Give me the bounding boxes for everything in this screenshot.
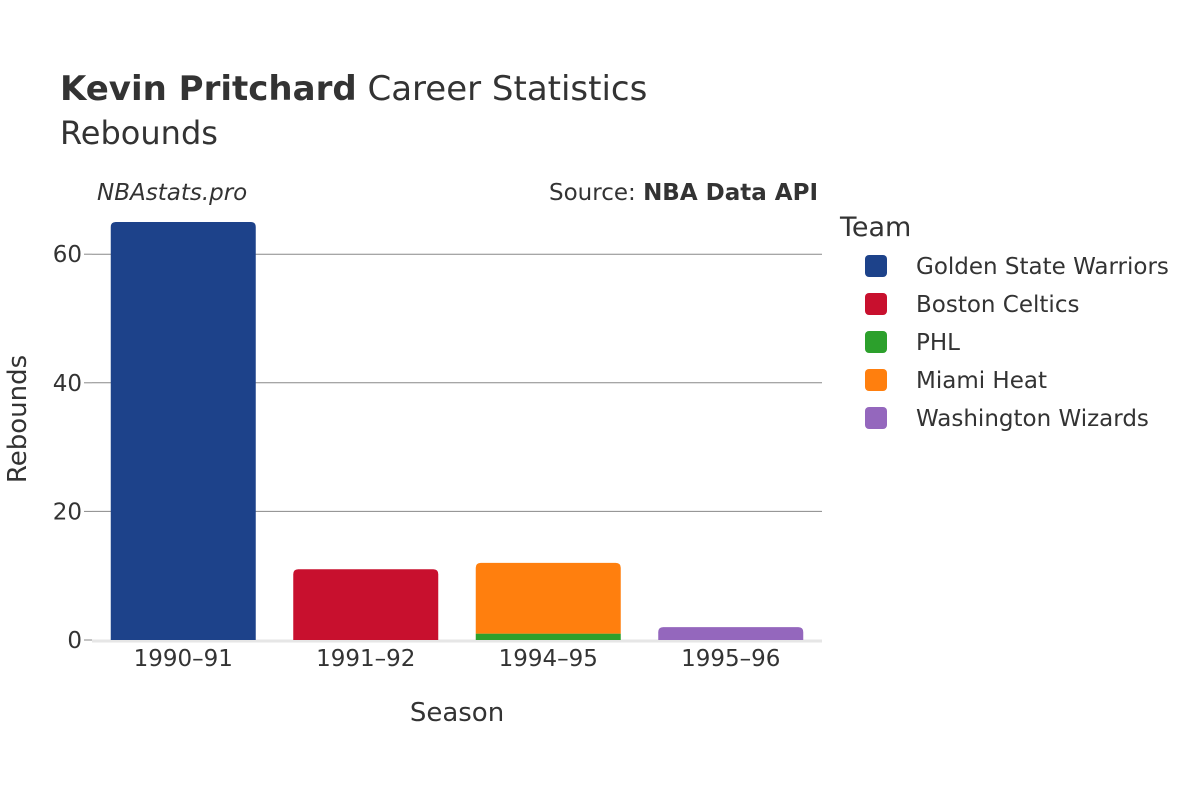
legend-swatch[interactable] [865,407,887,429]
y-tick-label: 40 [53,371,82,397]
watermark: NBAstats.pro [97,180,247,206]
y-tick-label: 20 [53,499,82,525]
legend-label[interactable]: PHL [916,330,960,356]
bars [110,222,804,641]
legend-label[interactable]: Washington Wizards [916,406,1149,432]
bar-boston-celtics[interactable] [293,569,439,640]
source-prefix: Source: [549,180,643,206]
legend-swatch[interactable] [865,369,887,391]
bar-phl[interactable] [475,633,621,640]
y-tick-label: 60 [53,242,82,268]
x-tick-label: 1995–96 [681,646,780,672]
source-label: Source: NBA Data API [549,180,818,206]
legend-title: Team [839,212,911,243]
chart-title-player: Kevin Pritchard [60,69,357,109]
y-tick-labels: 0 20 40 60 [53,242,82,654]
legend-label[interactable]: Golden State Warriors [916,254,1169,280]
bar-washington-wizards[interactable] [658,627,804,640]
x-tick-labels: 1990–91 1991–92 1994–95 1995–96 [134,646,781,672]
x-tick-label: 1990–91 [134,646,233,672]
legend-swatch[interactable] [865,255,887,277]
legend-swatch[interactable] [865,293,887,315]
legend-label[interactable]: Boston Celtics [916,292,1079,318]
chart-title-rest: Career Statistics [357,69,648,109]
x-tick-label: 1991–92 [316,646,415,672]
x-tick-label: 1994–95 [499,646,598,672]
legend-label[interactable]: Miami Heat [916,368,1047,394]
legend: Golden State Warriors Boston Celtics PHL Mi… [865,254,1169,432]
y-axis-title: Rebounds [3,355,33,483]
x-axis-title: Season [410,698,504,728]
chart-subtitle: Rebounds [60,114,218,152]
chart-title: Kevin Pritchard Career Statistics [60,69,647,109]
y-tick-label: 0 [67,628,82,654]
legend-swatch[interactable] [865,331,887,353]
source-name: NBA Data API [643,180,818,206]
bar-miami-heat[interactable] [475,562,621,634]
bar-golden-state-warriors[interactable] [110,222,256,641]
